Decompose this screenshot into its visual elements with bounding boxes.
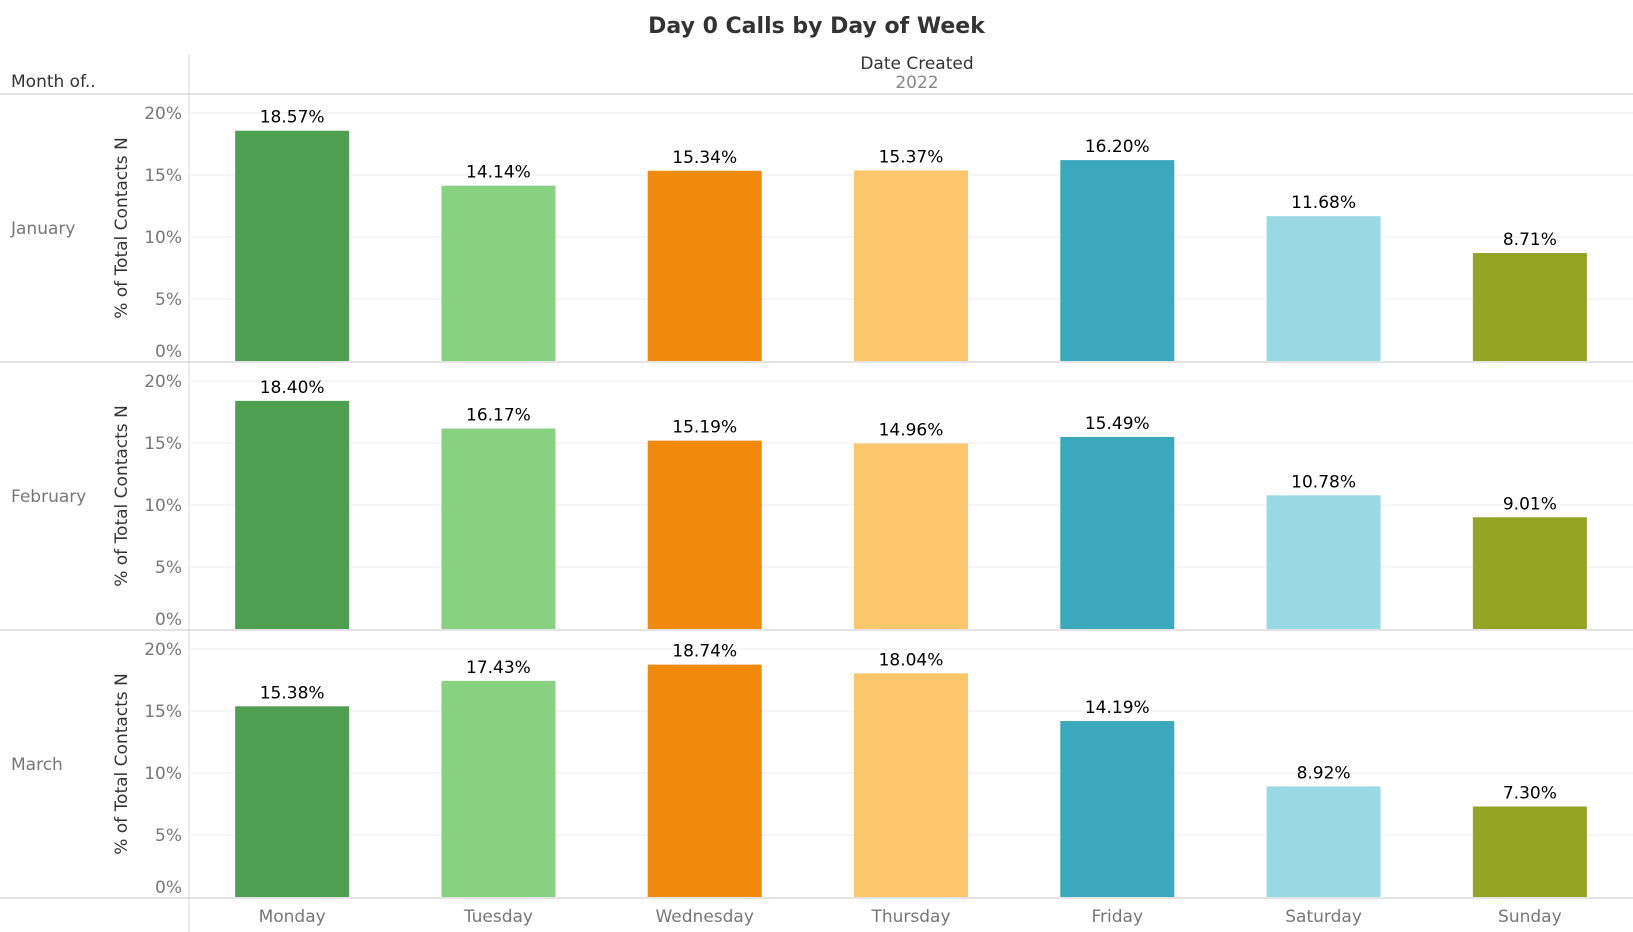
y-axis-title: % of Total Contacts N <box>112 673 132 855</box>
y-tick-label: 20% <box>144 372 182 392</box>
data-label: 10.78% <box>1291 472 1356 492</box>
data-label: 15.49% <box>1085 414 1150 434</box>
bar <box>647 170 762 361</box>
chart-title: Day 0 Calls by Day of Week <box>648 14 985 39</box>
y-tick-label: 0% <box>155 610 182 630</box>
bar <box>1472 252 1587 361</box>
data-label: 11.68% <box>1291 193 1356 213</box>
bar <box>441 428 556 629</box>
y-tick-label: 5% <box>155 826 182 846</box>
bar <box>854 443 968 629</box>
x-tick-label: Tuesday <box>463 907 533 927</box>
bar <box>1060 436 1175 629</box>
y-tick-label: 15% <box>144 166 182 186</box>
bar <box>1266 786 1381 897</box>
data-label: 7.30% <box>1503 783 1557 803</box>
data-label: 14.14% <box>466 163 531 183</box>
y-tick-label: 5% <box>155 558 182 578</box>
data-label: 16.20% <box>1085 137 1150 157</box>
y-tick-label: 15% <box>144 434 182 454</box>
data-label: 15.34% <box>672 148 737 168</box>
x-tick-label: Sunday <box>1498 907 1562 927</box>
data-label: 17.43% <box>466 658 531 678</box>
bar <box>647 664 762 897</box>
data-label: 15.19% <box>672 418 737 438</box>
x-tick-label: Monday <box>259 907 326 927</box>
y-tick-label: 20% <box>144 640 182 660</box>
bar <box>235 400 350 629</box>
bar <box>441 680 556 897</box>
y-tick-label: 0% <box>155 878 182 898</box>
x-tick-label: Thursday <box>870 907 950 927</box>
x-tick-label: Wednesday <box>655 907 753 927</box>
y-axis-title: % of Total Contacts N <box>112 137 132 319</box>
bar <box>235 130 350 361</box>
bar <box>1472 806 1587 897</box>
data-label: 18.57% <box>260 108 325 128</box>
x-tick-label: Friday <box>1092 907 1144 927</box>
y-tick-label: 10% <box>144 228 182 248</box>
y-tick-label: 15% <box>144 702 182 722</box>
y-tick-label: 10% <box>144 496 182 516</box>
data-label: 18.40% <box>260 378 325 398</box>
data-label: 8.92% <box>1297 763 1351 783</box>
bar <box>1266 216 1381 361</box>
data-label: 15.37% <box>879 147 944 167</box>
month-label: January <box>10 219 75 239</box>
month-label: March <box>11 755 63 775</box>
data-label: 9.01% <box>1503 494 1557 514</box>
month-label: February <box>11 487 86 507</box>
x-tick-label: Saturday <box>1285 907 1362 927</box>
y-axis-title: % of Total Contacts N <box>112 405 132 587</box>
bar <box>1060 721 1175 897</box>
bar <box>647 440 762 629</box>
data-label: 18.04% <box>879 650 944 670</box>
bar <box>1472 517 1587 629</box>
column-sub-header: 2022 <box>895 73 939 93</box>
bar <box>235 706 350 897</box>
data-label: 8.71% <box>1503 230 1557 250</box>
y-tick-label: 10% <box>144 764 182 784</box>
bar <box>854 673 968 897</box>
bar <box>1060 160 1175 361</box>
bar <box>854 170 968 361</box>
y-tick-label: 20% <box>144 104 182 124</box>
data-label: 14.96% <box>879 420 944 440</box>
data-label: 18.74% <box>672 642 737 662</box>
bar <box>441 185 556 361</box>
data-label: 16.17% <box>466 405 531 425</box>
column-header: Date Created <box>860 54 974 74</box>
bar <box>1266 495 1381 629</box>
y-tick-label: 0% <box>155 342 182 362</box>
data-label: 14.19% <box>1085 698 1150 718</box>
row-header: Month of.. <box>11 72 96 92</box>
y-tick-label: 5% <box>155 290 182 310</box>
data-label: 15.38% <box>260 683 325 703</box>
